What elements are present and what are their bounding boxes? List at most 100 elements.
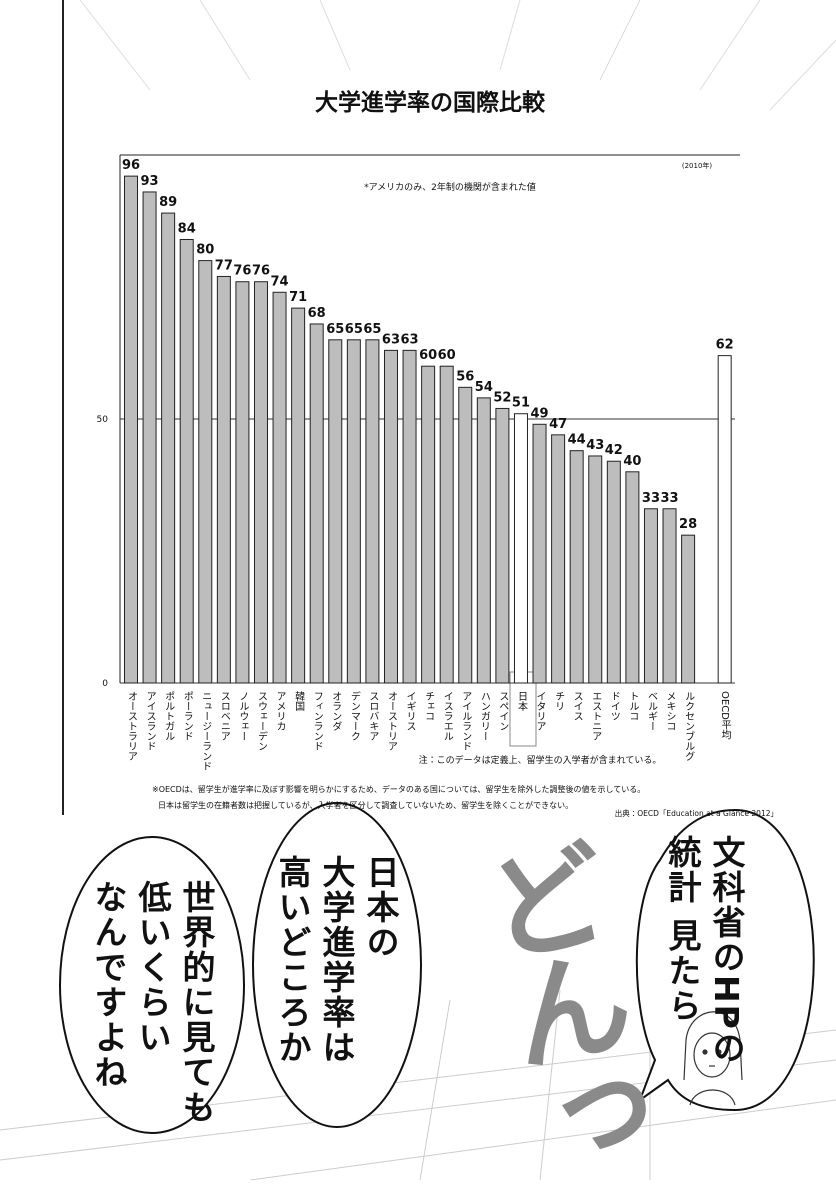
value-label: 77	[215, 258, 233, 273]
x-tick-label: メキシコ	[664, 691, 675, 731]
bar	[439, 365, 454, 684]
x-tick-label: トルコ	[627, 691, 639, 721]
bar	[662, 508, 677, 684]
chart-title: 大学進学率の国際比較	[315, 89, 546, 116]
y-tick-label: 0	[102, 679, 108, 689]
bar	[458, 386, 473, 684]
value-label: 62	[716, 338, 734, 353]
x-tick-label: 日本	[515, 691, 527, 712]
value-label: 60	[438, 348, 456, 363]
bar	[291, 307, 306, 684]
x-tick-label: ベルギー	[645, 691, 657, 731]
bar	[643, 508, 658, 684]
value-label: 65	[363, 322, 381, 337]
x-tick-label: ポーランド	[181, 691, 193, 741]
value-label: 54	[475, 380, 493, 395]
speech-line: 低いくらい	[133, 880, 172, 1055]
value-label: 63	[401, 332, 419, 347]
bar	[216, 275, 231, 684]
x-tick-label: ルクセンブルグ	[683, 691, 695, 761]
value-label: 76	[233, 264, 251, 279]
bar	[365, 339, 380, 684]
speech-line: 高いどころか	[273, 855, 312, 1065]
x-tick-label: アメリカ	[274, 691, 285, 731]
bar	[606, 460, 621, 684]
x-tick-label: イギリス	[404, 691, 416, 731]
bar	[476, 397, 491, 684]
x-tick-label: チリ	[553, 691, 564, 711]
bar	[717, 355, 732, 684]
bar	[625, 471, 640, 684]
x-tick-label: ポルトガル	[163, 691, 175, 741]
value-label: 68	[308, 306, 326, 321]
x-tick-label: イタリア	[534, 691, 546, 731]
bar	[421, 365, 436, 684]
speech-text: 文科省のHPの 統計 見たら	[660, 835, 748, 1066]
speed-lines	[79, 0, 836, 111]
x-tick-label: スロベニア	[218, 691, 230, 741]
x-tick-label: フィンランド	[311, 691, 322, 751]
x-tick-label: チェコ	[423, 691, 434, 721]
bar	[272, 291, 287, 684]
annotation: *アメリカのみ、2年制の機関が含まれた値	[364, 181, 536, 193]
x-tick-label: オーストリア	[385, 691, 396, 751]
bar	[346, 339, 361, 684]
bar	[681, 534, 696, 684]
character	[683, 1011, 743, 1106]
value-label: 40	[623, 454, 641, 469]
value-label: 76	[252, 264, 270, 279]
value-label: 44	[568, 433, 586, 448]
value-label: 47	[549, 417, 567, 432]
x-tick-label: スペイン	[497, 691, 509, 731]
value-label: 80	[196, 243, 214, 258]
speech-line: 世界的に見ても	[177, 880, 216, 1125]
value-label: 93	[141, 174, 159, 189]
bar	[551, 434, 566, 684]
value-label: 43	[586, 438, 604, 453]
bar	[142, 191, 157, 684]
x-tick-label: スイス	[571, 691, 583, 721]
x-tick-label: ハンガリー	[478, 691, 490, 741]
year-note: (2010年)	[682, 161, 713, 170]
value-label: 60	[419, 348, 437, 363]
speech-line: 文科省のHPの	[707, 835, 746, 1066]
x-tick-label: イスラエル	[441, 691, 453, 741]
speech-bubble	[59, 836, 245, 1134]
x-tick-label: ニュージーランド	[200, 691, 211, 771]
bar	[328, 339, 343, 684]
speech-line: 大学進学率は	[317, 855, 356, 1065]
value-label: 51	[512, 396, 530, 411]
x-tick-label: ドイツ	[608, 691, 620, 721]
bar	[402, 349, 417, 684]
bar	[253, 281, 268, 684]
speech-text: 世界的に見ても 低いくらい なんですよね	[86, 880, 218, 1125]
value-label: 65	[345, 322, 363, 337]
value-label: 49	[530, 406, 548, 421]
value-label: 96	[122, 158, 140, 173]
speech-line: 統計 見たら	[663, 835, 702, 1024]
bar	[383, 349, 398, 684]
bar	[588, 455, 603, 684]
x-tick-label: スウェーデン	[255, 691, 267, 751]
x-tick-label: ノルウェー	[237, 691, 249, 741]
x-tick-label: アイスランド	[144, 691, 156, 751]
bar	[235, 281, 250, 684]
value-label: 71	[289, 290, 307, 305]
bar	[309, 323, 324, 684]
value-label: 65	[326, 322, 344, 337]
note: ※OECDは、留学生が進学率に及ぼす影響を明らかにするため、データのある国につい…	[152, 784, 645, 794]
x-tick-label: デンマーク	[348, 690, 360, 741]
x-tick-label: オランダ	[330, 691, 342, 731]
bar	[495, 407, 510, 684]
bar	[569, 450, 584, 684]
bar	[532, 423, 547, 684]
x-tick-label: 韓国	[293, 691, 305, 712]
bar	[513, 413, 528, 684]
x-tick-label: アイルランド	[460, 691, 472, 751]
bar	[161, 212, 176, 684]
bar	[198, 260, 213, 684]
value-label: 33	[660, 491, 678, 506]
value-label: 52	[493, 390, 511, 405]
bar	[179, 238, 194, 684]
note: 注：このデータは定義上、留学生の入学者が含まれている。	[419, 754, 662, 766]
